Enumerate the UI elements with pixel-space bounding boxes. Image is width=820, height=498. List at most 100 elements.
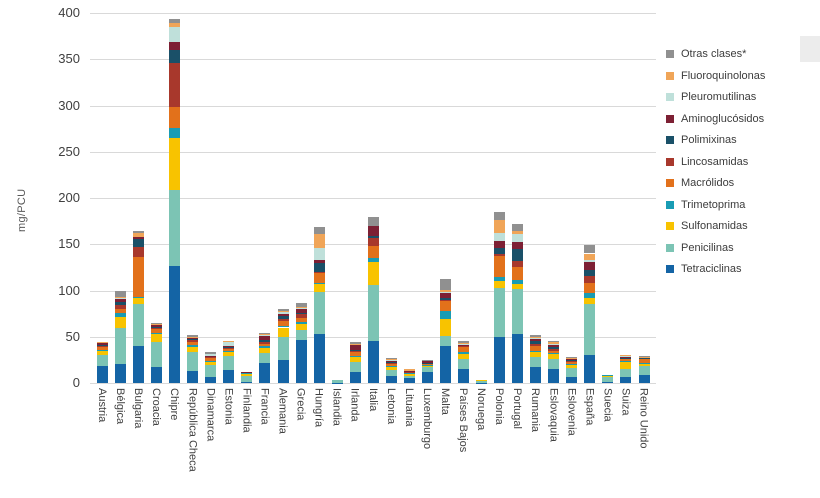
bar-Rumania [530,0,542,383]
segment-Polimixinas [151,326,163,328]
segment-Trimetoprima [169,127,181,138]
segment-Macrólidos [349,351,361,357]
x-label-Países Bajos: Países Bajos [457,388,469,453]
bar-Austria [97,0,108,383]
segment-Penicilinas [133,304,145,346]
x-label-Bulgaria: Bulgaria [132,388,145,429]
bar-Dinamarca [205,0,217,383]
segment-Macrólidos [421,363,433,365]
segment-Sulfonamidas [295,323,307,331]
segment-Otras clases* [439,279,451,290]
segment-Macrólidos [494,256,506,277]
segment-Aminoglucósidos [403,370,415,372]
x-label-Portugal: Portugal [511,388,524,429]
segment-Trimetoprima [584,293,596,298]
segment-Sulfonamidas [259,347,271,354]
segment-Lincosamidas [151,327,163,329]
segment-Tetraciclinas [548,369,560,383]
segment-Otras clases* [187,334,199,337]
segment-Polimixinas [277,316,289,320]
segment-Sulfonamidas [115,316,127,329]
segment-Polimixinas [295,312,307,315]
segment-Penicilinas [566,368,578,377]
segment-Sulfonamidas [566,365,578,369]
x-label-Irlanda: Irlanda [348,388,361,422]
segment-Tetraciclinas [169,266,181,383]
segment-Tetraciclinas [295,340,307,383]
segment-Penicilinas [439,335,451,346]
segment-Otras clases* [584,245,596,254]
segment-Tetraciclinas [530,367,542,383]
segment-Sulfonamidas [602,375,614,377]
legend-label: Sulfonamidas [681,220,748,232]
bar-Irlanda [349,0,361,383]
segment-Pleuromutilinas [169,26,181,42]
segment-Trimetoprima [277,325,289,328]
legend-swatch-icon [666,93,674,101]
segment-Polimixinas [205,356,217,358]
segment-Macrólidos [259,343,271,346]
y-tick-label-200: 200 [58,190,80,205]
bar-Portugal [512,0,524,383]
x-label-República Checa: República Checa [186,388,199,472]
segment-Lincosamidas [494,254,506,257]
x-label-Lituania: Lituania [402,388,415,427]
segment-Trimetoprima [530,351,542,353]
segment-Pleuromutilinas [494,233,506,242]
segment-Fluoroquinolonas [259,334,271,336]
segment-Lincosamidas [133,247,145,258]
x-label-Dinamarca: Dinamarca [204,388,217,442]
legend-swatch-icon [666,114,674,123]
segment-Tetraciclinas [367,341,379,383]
segment-Pleuromutilinas [512,234,524,243]
legend-item-Polimixinas: Polimixinas [666,134,765,146]
segment-Aminoglucósidos [367,225,379,236]
legend-swatch-icon [666,200,674,209]
segment-Fluoroquinolonas [403,369,415,371]
segment-Penicilinas [97,354,108,367]
segment-Sulfonamidas [223,351,235,357]
segment-Penicilinas [638,366,650,375]
segment-Fluoroquinolonas [133,233,145,237]
legend-label: Aminoglucósidos [681,112,765,125]
bar-Chipre [169,0,181,383]
segment-Aminoglucósidos [512,242,524,249]
segment-Fluoroquinolonas [169,23,181,27]
segment-Aminoglucósidos [349,345,361,350]
segment-Sulfonamidas [241,373,253,376]
legend-item-Sulfonamidas: Sulfonamidas [666,220,765,232]
segment-Aminoglucósidos [421,360,433,363]
gridline-350 [90,59,656,61]
segment-Tetraciclinas [620,377,632,383]
segment-Fluoroquinolonas [584,253,596,260]
segment-Otras clases* [494,211,506,221]
legend-swatch-icon [666,157,674,166]
segment-Penicilinas [548,358,560,370]
segment-Fluoroquinolonas [512,231,524,235]
segment-Macrólidos [187,342,199,346]
legend-swatch-icon [666,265,674,273]
legend-label: Macrólidos [681,177,735,189]
x-label-Reino Unido: Reino Unido [637,388,650,449]
segment-Penicilinas [458,358,469,370]
segment-Trimetoprima [259,346,271,348]
segment-Penicilinas [205,364,217,378]
segment-Lincosamidas [205,357,217,359]
legend-label: Lincosamidas [681,155,749,168]
legend-swatch-icon [666,50,674,58]
x-label-Letonia: Letonia [384,388,397,425]
segment-Macrólidos [223,348,235,351]
segment-Macrólidos [97,346,108,351]
segment-Tetraciclinas [187,370,199,383]
bar-Bélgica [115,0,127,383]
segment-Macrólidos [584,283,596,294]
x-label-Islandia: Islandia [330,388,343,426]
legend-swatch-icon [666,71,674,80]
segment-Otras clases* [349,341,361,344]
segment-Sulfonamidas [439,319,451,336]
legend: Otras clases* Fluoroquinolonas Pleuromutil… [666,48,765,285]
legend-label: Tetraciclinas [681,263,742,275]
segment-Penicilinas [512,288,524,334]
segment-Penicilinas [259,353,271,363]
legend-item-Tetraciclinas: Tetraciclinas [666,263,765,275]
